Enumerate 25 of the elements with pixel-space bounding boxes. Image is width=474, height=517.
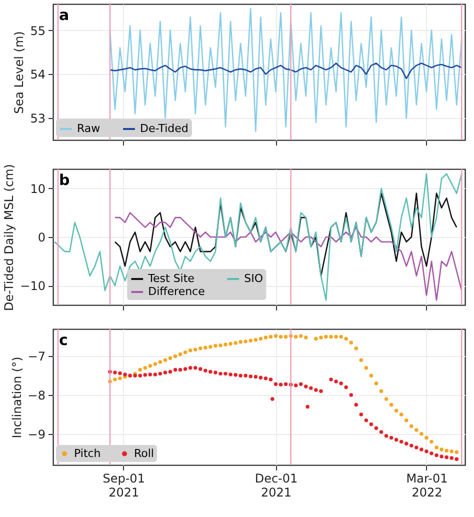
chart-title: c bbox=[59, 331, 68, 349]
y-tick-label: −10 bbox=[20, 279, 46, 294]
y-tick-label: 10 bbox=[30, 182, 46, 196]
legend-label: De-Tided bbox=[140, 122, 188, 135]
x-tick-label: Dec-01 2021 bbox=[254, 472, 298, 500]
y-tick-label: 54 bbox=[30, 68, 46, 82]
y-tick-label: 53 bbox=[30, 112, 46, 126]
y-tick-label: −9 bbox=[28, 427, 46, 442]
y-axis-title: De-Tided Daily MSL (cm) bbox=[2, 164, 16, 311]
legend-label: Pitch bbox=[74, 446, 101, 460]
y-tick-label: 55 bbox=[30, 24, 46, 38]
legend-label: Raw bbox=[77, 122, 100, 135]
y-axis-title: Inclination (°) bbox=[10, 356, 24, 438]
chart-title: a bbox=[59, 6, 70, 24]
legend-label: SIO bbox=[244, 272, 264, 285]
legend-label: Difference bbox=[148, 285, 206, 298]
x-tick-label: Sep-01 2021 bbox=[102, 472, 145, 500]
y-tick-label: −7 bbox=[28, 350, 46, 364]
y-tick-label: −8 bbox=[28, 388, 46, 403]
x-tick-label: Mar-01 2022 bbox=[406, 472, 448, 500]
chart-title: b bbox=[59, 171, 70, 189]
y-tick-label: 0 bbox=[38, 230, 46, 244]
y-axis-title: Sea Level (m) bbox=[12, 31, 26, 114]
legend-label: Roll bbox=[134, 446, 154, 460]
legend-label: Test Site bbox=[147, 272, 195, 285]
